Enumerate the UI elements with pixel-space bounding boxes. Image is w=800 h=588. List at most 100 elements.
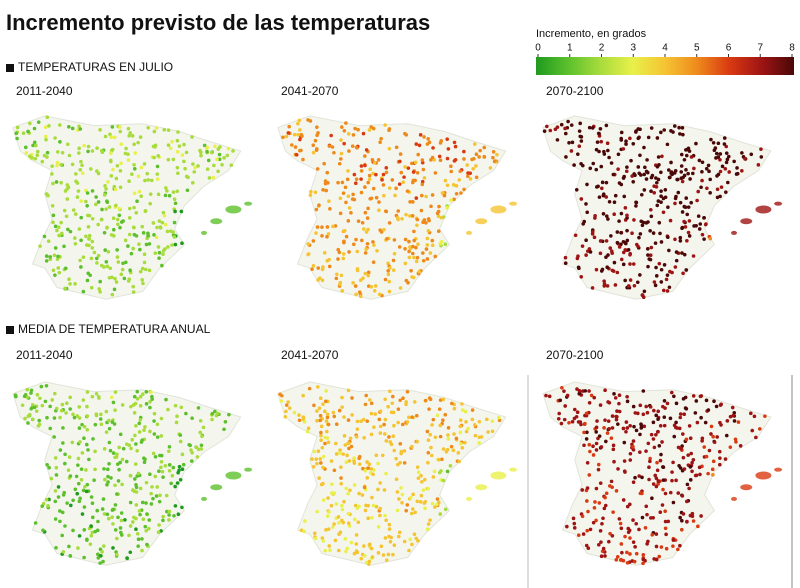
station-dot (53, 273, 57, 277)
station-dot (281, 135, 285, 140)
station-dot (141, 231, 146, 235)
station-dot (663, 519, 668, 524)
station-dot (370, 157, 375, 162)
station-dot (355, 427, 360, 431)
station-dot (452, 406, 457, 411)
station-dot (412, 255, 416, 260)
station-dot (416, 470, 421, 475)
station-dot (327, 544, 332, 548)
station-dot (80, 163, 84, 168)
station-dot (325, 514, 330, 518)
station-dot (320, 536, 325, 540)
station-dot (681, 397, 686, 401)
station-dot (609, 161, 614, 165)
station-dot (182, 142, 186, 147)
station-dot (357, 290, 362, 294)
station-dot (426, 486, 430, 491)
station-dot (43, 125, 48, 129)
station-dot (691, 394, 696, 398)
station-dot (111, 167, 115, 172)
station-dot (71, 528, 75, 533)
station-dot (41, 528, 45, 533)
station-dot (143, 267, 148, 272)
station-dot (127, 216, 132, 220)
station-dot (84, 199, 88, 204)
station-dot (332, 468, 337, 473)
station-dot (318, 396, 323, 401)
station-dot (598, 239, 603, 243)
station-dot (594, 185, 599, 189)
station-dot (119, 518, 124, 523)
station-dot (615, 554, 620, 559)
station-dot (628, 451, 633, 456)
station-dot (394, 477, 399, 482)
station-dot (635, 280, 640, 285)
station-dot (53, 224, 58, 229)
station-dot (488, 166, 493, 170)
station-dot (163, 193, 168, 198)
station-dot (67, 277, 71, 282)
station-dot (61, 426, 65, 430)
station-dot (644, 404, 649, 409)
station-dot (604, 214, 609, 218)
station-dot (345, 453, 349, 458)
station-dot (148, 472, 152, 477)
station-dot (296, 121, 300, 126)
station-dot (315, 509, 319, 514)
station-dot (118, 185, 123, 190)
station-dot (646, 135, 651, 140)
station-dot (133, 433, 137, 438)
station-dot (691, 171, 695, 176)
station-dot (631, 480, 636, 484)
station-dot (707, 169, 711, 174)
station-dot (166, 157, 171, 162)
station-dot (73, 241, 78, 246)
station-dot (110, 275, 114, 280)
station-dot (590, 286, 595, 290)
station-dot (389, 535, 393, 540)
station-dot (44, 137, 48, 142)
station-dot (642, 145, 646, 150)
station-dot (222, 156, 226, 160)
station-dot (367, 559, 372, 564)
station-dot (590, 126, 595, 130)
station-dot (600, 180, 605, 185)
station-dot (605, 141, 610, 146)
station-dot (196, 447, 201, 452)
station-dot (355, 267, 360, 271)
station-dot (706, 408, 711, 412)
station-dot (459, 441, 463, 446)
station-dot (346, 491, 350, 496)
station-dot (158, 225, 163, 229)
section-heading: TEMPERATURAS EN JULIO (18, 60, 173, 74)
island (466, 230, 472, 235)
station-dot (31, 143, 35, 148)
station-dot (547, 394, 552, 399)
station-dot (387, 279, 391, 284)
station-dot (111, 400, 116, 405)
station-dot (462, 187, 466, 192)
station-dot (167, 463, 172, 467)
station-dot (347, 459, 352, 463)
station-dot (59, 220, 63, 225)
station-dot (625, 165, 629, 169)
station-dot (403, 246, 407, 251)
station-dot (162, 127, 167, 132)
station-dot (402, 449, 407, 453)
station-dot (400, 492, 405, 497)
station-dot (462, 149, 466, 154)
station-dot (363, 271, 368, 276)
station-dot (439, 469, 443, 473)
station-dot (113, 390, 118, 394)
station-dot (587, 400, 592, 405)
station-dot (140, 266, 145, 271)
station-dot (55, 163, 59, 168)
station-dot (339, 138, 343, 142)
station-dot (360, 238, 364, 243)
station-dot (704, 166, 709, 171)
island (740, 218, 753, 225)
station-dot (283, 414, 288, 419)
station-dot (405, 503, 410, 507)
station-dot (184, 174, 189, 179)
station-dot (156, 245, 161, 249)
